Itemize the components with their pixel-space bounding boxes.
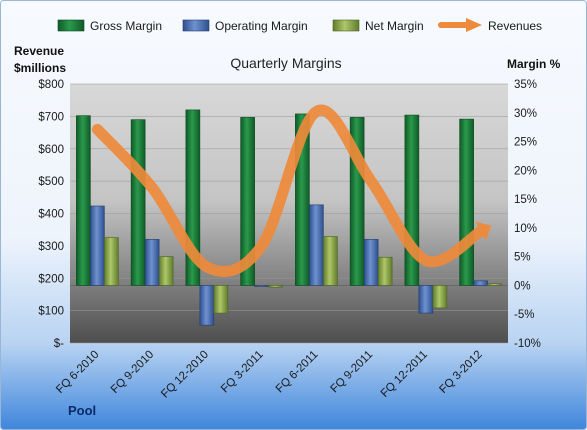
bars xyxy=(76,109,502,326)
bar-operating-margin xyxy=(144,239,160,286)
right-tick-label: 10% xyxy=(514,223,537,235)
bar-operating-margin xyxy=(199,285,215,326)
right-tick-label: 5% xyxy=(514,252,531,264)
chart-title: Quarterly Margins xyxy=(230,55,341,71)
left-tick-label: $300 xyxy=(38,241,64,253)
revenues-line xyxy=(91,104,487,278)
bar-net-margin xyxy=(377,256,393,286)
bar-gross-margin xyxy=(76,115,91,286)
legend-swatch-operating-margin xyxy=(182,19,210,32)
left-tick-label: $100 xyxy=(38,306,64,318)
bar-net-margin xyxy=(487,283,502,286)
left-axis-ticks: $- $100 $200 $300 $400 $500 $600 $700 $800 xyxy=(38,79,64,350)
right-tick-label: 30% xyxy=(514,108,537,120)
left-tick-label: $600 xyxy=(38,144,64,156)
bar-operating-margin xyxy=(363,239,379,286)
legend: Gross Margin Operating Margin Net Margin… xyxy=(57,18,542,33)
left-tick-label: $800 xyxy=(38,79,64,91)
bar-net-margin xyxy=(432,285,448,309)
bar-net-margin xyxy=(213,285,229,314)
right-axis-title: Margin % xyxy=(507,57,561,71)
bar-net-margin xyxy=(104,237,119,286)
bar-gross-margin xyxy=(240,117,255,286)
bar-gross-margin xyxy=(459,118,474,286)
bar-operating-margin xyxy=(473,280,488,286)
left-tick-label: $400 xyxy=(38,209,64,221)
legend-label-revenues: Revenues xyxy=(488,19,542,33)
legend-label-gross-margin: Gross Margin xyxy=(90,19,162,33)
company-label: Pool xyxy=(68,403,96,418)
bar-operating-margin xyxy=(254,285,269,287)
bar-net-margin xyxy=(158,256,174,286)
left-axis-title-line2: $millions xyxy=(14,61,66,75)
bar-net-margin xyxy=(268,285,283,288)
bar-gross-margin xyxy=(130,119,146,286)
bar-operating-margin xyxy=(309,204,324,286)
bar-net-margin xyxy=(323,236,338,286)
legend-swatch-gross-margin xyxy=(57,19,85,32)
bar-operating-margin xyxy=(418,285,434,314)
right-tick-label: 35% xyxy=(514,79,537,91)
left-tick-label: $500 xyxy=(38,176,64,188)
right-tick-label: -5% xyxy=(514,309,534,321)
left-tick-label: $200 xyxy=(38,273,64,285)
right-axis-ticks: -10% -5% 0% 5% 10% 15% 20% 25% 30% 35% xyxy=(514,79,541,350)
legend-label-net-margin: Net Margin xyxy=(365,19,424,33)
right-tick-label: 20% xyxy=(514,165,537,177)
bar-operating-margin xyxy=(90,205,105,286)
legend-arrow-revenues xyxy=(466,18,482,32)
revenues-arrowhead xyxy=(475,221,492,242)
right-tick-label: 15% xyxy=(514,194,537,206)
right-tick-label: 0% xyxy=(514,280,531,292)
legend-swatch-net-margin xyxy=(332,19,360,32)
legend-label-operating-margin: Operating Margin xyxy=(215,19,308,33)
left-tick-label: $- xyxy=(54,338,64,350)
right-tick-label: -10% xyxy=(514,338,541,350)
right-tick-label: 25% xyxy=(514,137,537,149)
left-axis-title-line1: Revenue xyxy=(14,44,64,58)
left-tick-label: $700 xyxy=(38,111,64,123)
